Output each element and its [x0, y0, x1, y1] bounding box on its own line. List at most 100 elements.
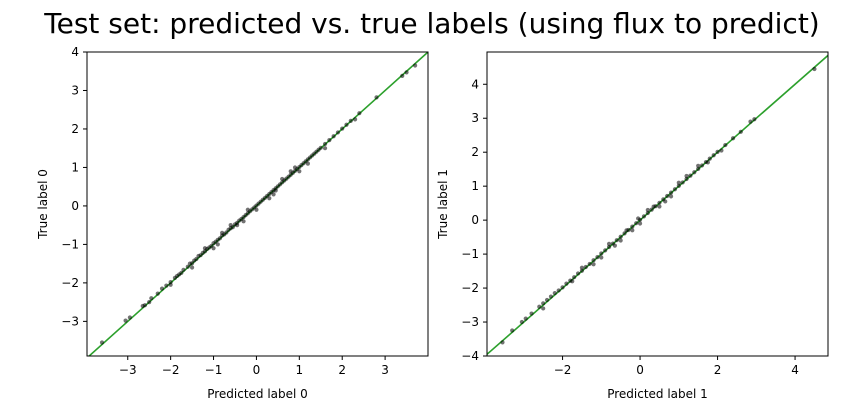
scatter-point — [645, 210, 650, 216]
x-tick-label: 2 — [714, 363, 722, 377]
scatter-point — [500, 340, 505, 345]
y-tick-label: −1 — [61, 237, 79, 251]
scatter-point — [614, 238, 619, 243]
scatter-point — [705, 160, 710, 165]
x-tick-label: 4 — [791, 363, 799, 377]
scatter-point — [730, 136, 736, 141]
x-tick-label: 0 — [636, 363, 644, 377]
scatter-point — [340, 126, 345, 131]
scatter-point — [637, 221, 643, 226]
scatter-point — [228, 223, 233, 228]
scatter-point — [400, 73, 405, 78]
scatter-point — [591, 258, 596, 263]
scatter-point — [560, 285, 565, 290]
scatter-point — [692, 170, 697, 175]
scatter-point — [202, 246, 208, 251]
subplot-label-1: −2 0 2 4 −4 −3 −2 −1 0 1 2 3 4 Predicted label 1 True … — [436, 51, 829, 401]
scatter-point — [164, 283, 169, 288]
scatter-point — [591, 262, 596, 267]
scatter-point — [636, 216, 641, 221]
scatter-point — [579, 265, 585, 270]
scatter-point — [624, 228, 629, 233]
scatter-point — [657, 204, 662, 209]
scatter-point — [548, 294, 554, 299]
scatter-point — [668, 190, 674, 195]
scatter-point — [645, 207, 650, 213]
scatter-point — [606, 244, 612, 250]
scatter-point — [630, 228, 635, 233]
scatter-point — [288, 169, 293, 174]
scatter-point — [267, 196, 272, 201]
scatter-point — [618, 238, 623, 243]
y-tick-label: −4 — [461, 349, 479, 363]
scatter-point — [680, 180, 685, 185]
scatter-point — [812, 66, 817, 72]
scatter-point — [155, 291, 160, 296]
points-0 — [99, 63, 418, 345]
scatter-point — [185, 264, 190, 269]
y-tick-label: −3 — [61, 314, 79, 328]
scatter-point — [599, 251, 604, 256]
scatter-point — [344, 122, 349, 127]
scatter-point — [352, 117, 358, 122]
scatter-point — [552, 291, 557, 296]
x-tick-label: −1 — [205, 363, 223, 377]
scatter-point — [738, 129, 743, 134]
x-tick-label: −2 — [162, 363, 180, 377]
y-tick-label: 0 — [471, 213, 479, 227]
y-tick-label: 2 — [71, 122, 79, 136]
scatter-point — [147, 300, 152, 305]
y-tick-label: 1 — [71, 160, 79, 174]
scatter-point — [599, 255, 604, 260]
x-tick-label: −2 — [554, 363, 572, 377]
scatter-point — [668, 194, 674, 199]
scatter-point — [327, 138, 332, 143]
scatter-point — [688, 173, 693, 178]
y-tick-label: 3 — [471, 111, 479, 125]
scatter-point — [215, 242, 220, 247]
x-tick-label: 3 — [381, 363, 389, 377]
scatter-point — [127, 315, 132, 320]
scatter-point — [357, 111, 362, 116]
y-tick-label: 2 — [471, 145, 479, 159]
reference-line-1 — [487, 54, 828, 355]
scatter-point — [194, 256, 199, 262]
scatter-point — [719, 148, 724, 153]
scatter-point — [123, 318, 128, 323]
scatter-point — [651, 204, 656, 209]
y-tick-label: −3 — [461, 315, 479, 329]
scatter-point — [142, 303, 148, 308]
y-tick-label: 4 — [471, 77, 479, 91]
scatter-point — [335, 130, 341, 135]
scatter-point — [331, 134, 336, 139]
scatter-point — [181, 267, 186, 272]
axes-frame-1 — [486, 51, 829, 357]
scatter-point — [322, 146, 328, 151]
y-tick-label: 3 — [71, 83, 79, 97]
scatter-point — [413, 63, 418, 68]
scatter-point — [556, 288, 561, 293]
scatter-point — [99, 340, 105, 345]
scatter-point — [322, 141, 328, 147]
scatter-point — [711, 153, 716, 158]
scatter-point — [318, 145, 323, 150]
scatter-point — [241, 219, 246, 224]
x-tick-label: 2 — [338, 363, 346, 377]
figure-title: Test set: predicted vs. true labels (usi… — [43, 7, 819, 40]
scatter-point — [271, 192, 276, 197]
scatter-point — [612, 243, 617, 248]
scatter-point — [684, 176, 689, 182]
scatter-point — [544, 297, 550, 303]
scatter-point — [254, 207, 259, 212]
y-tick-label: 4 — [71, 45, 79, 59]
scatter-point — [575, 271, 581, 276]
scatter-point — [297, 169, 302, 174]
scatter-point — [641, 214, 647, 219]
scatter-point — [541, 306, 546, 311]
axes-frame-0 — [86, 51, 429, 357]
scatter-point — [541, 301, 546, 306]
y-axis-label: True label 1 — [436, 169, 450, 240]
scatter-point — [752, 117, 757, 122]
scatter-point — [159, 286, 165, 291]
scatter-point — [748, 119, 753, 124]
